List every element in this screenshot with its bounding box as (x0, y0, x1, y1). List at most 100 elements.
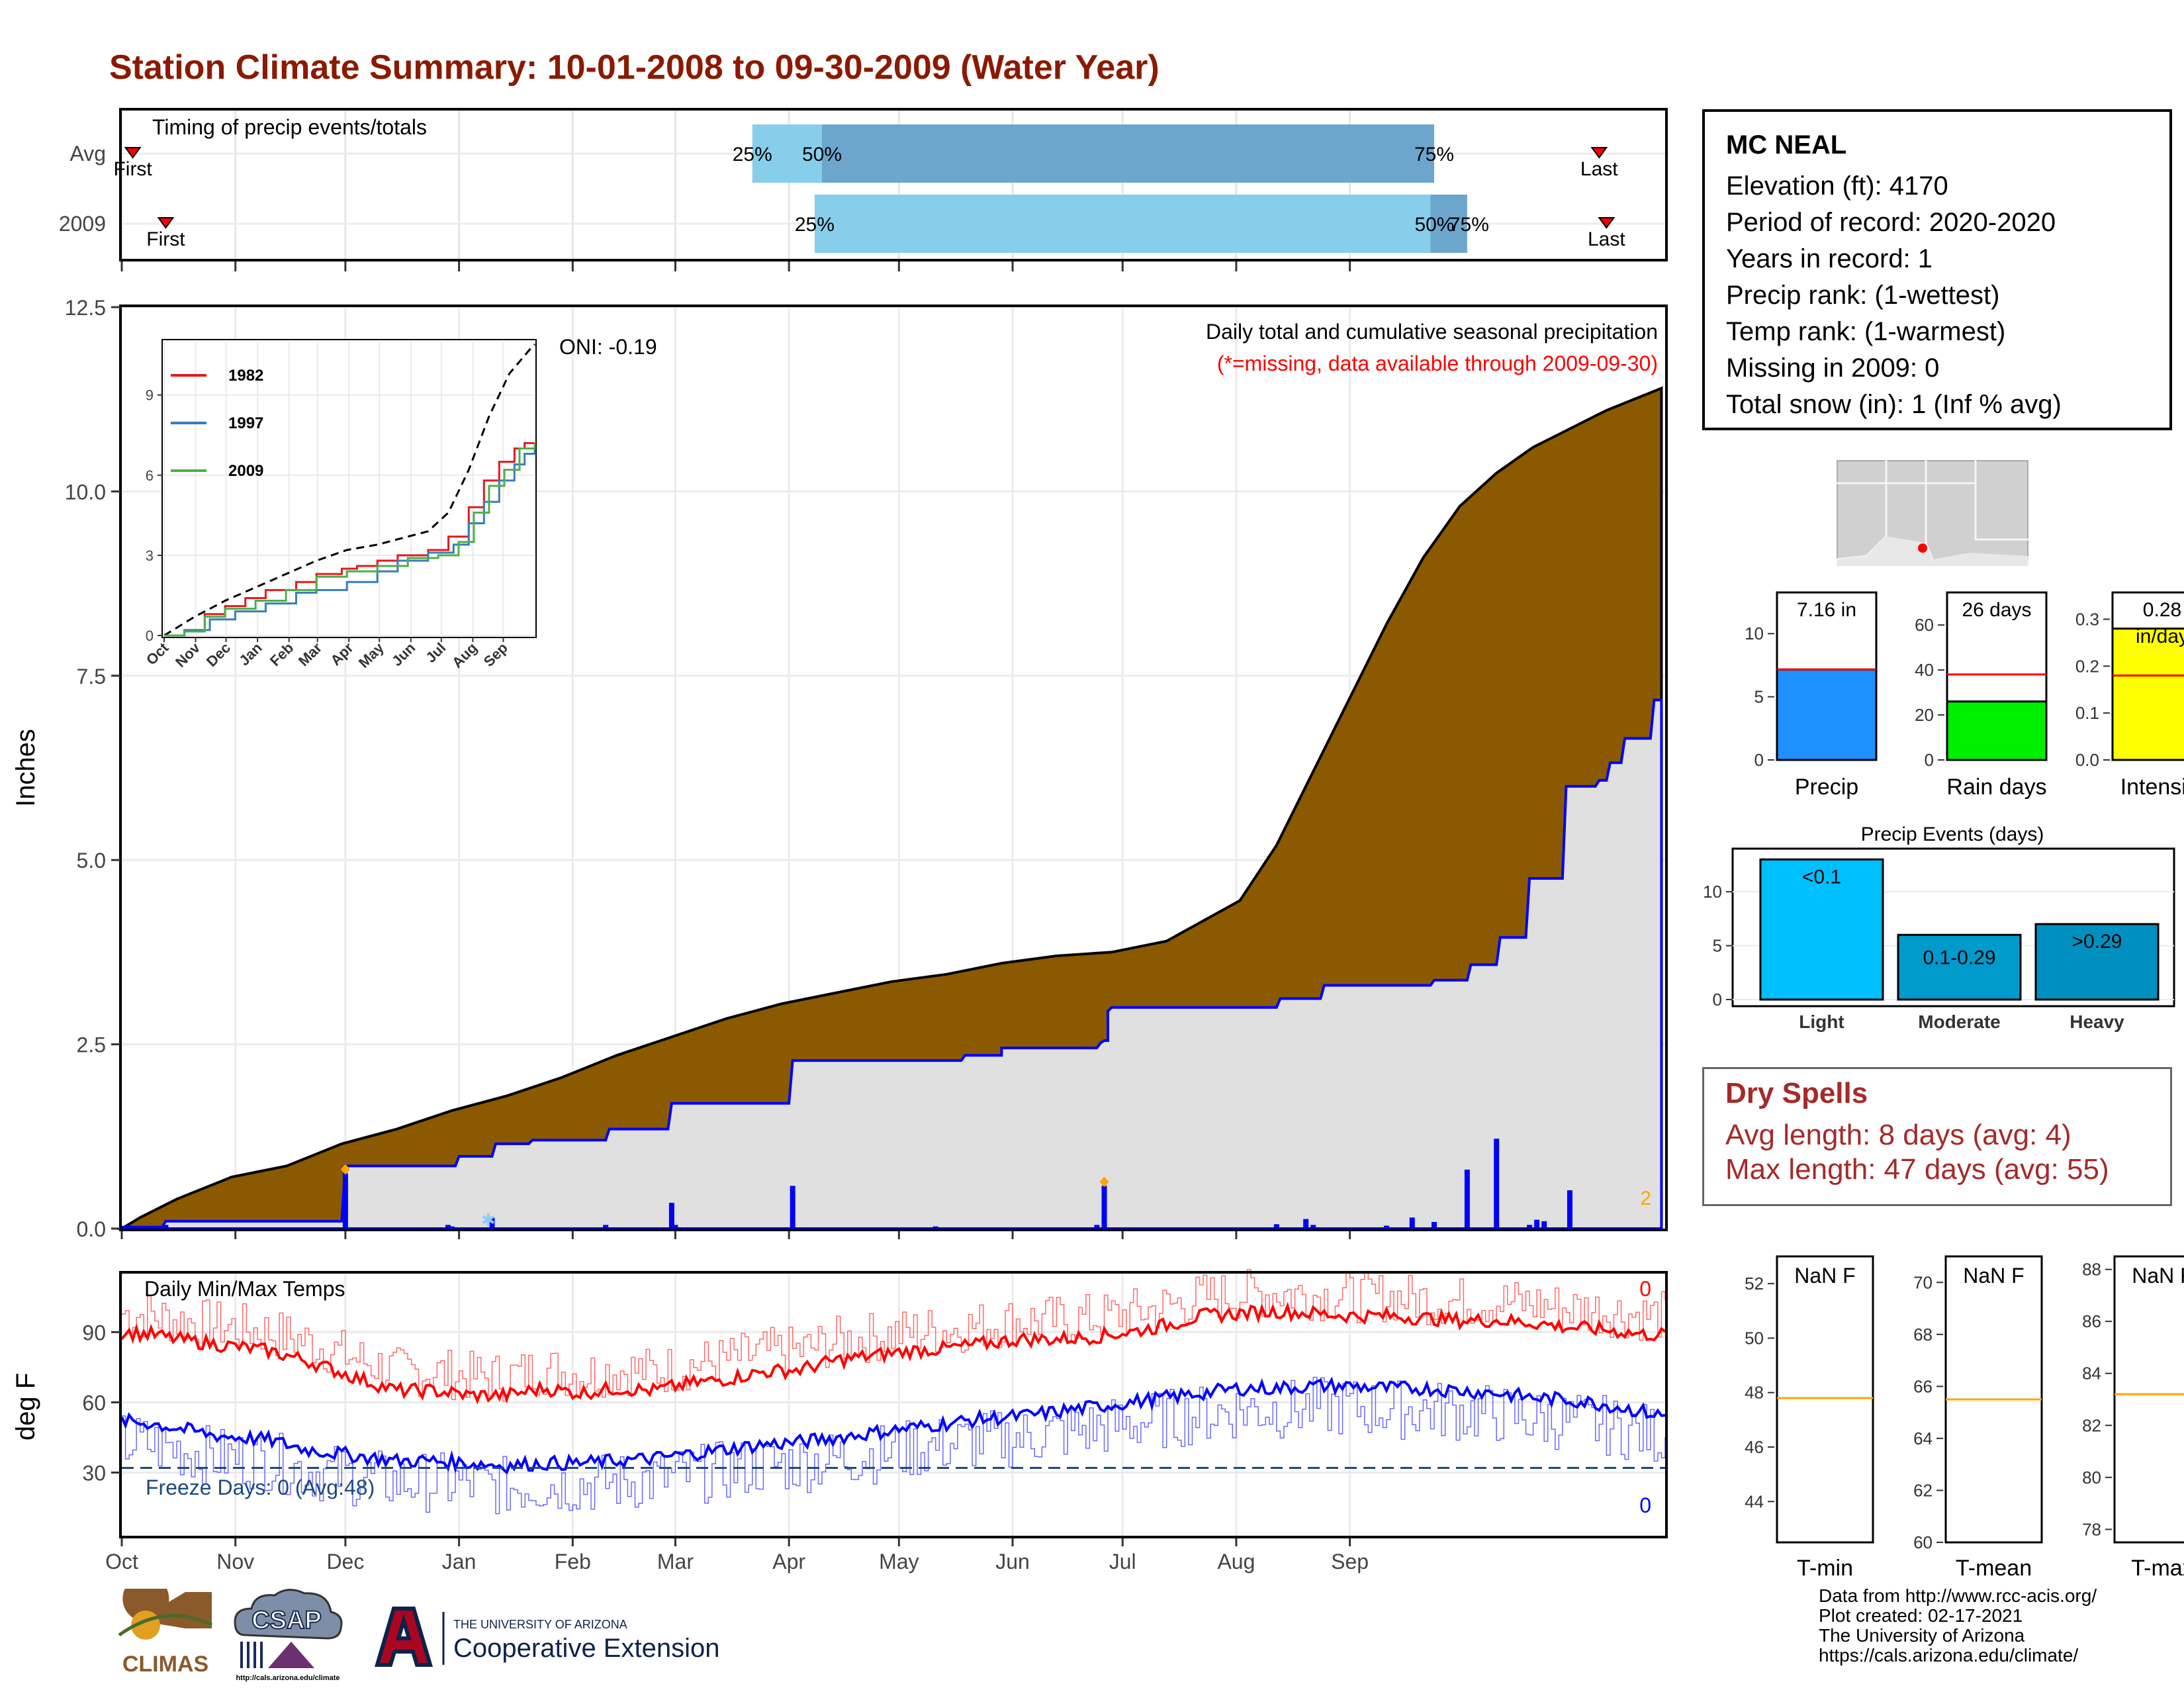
events-bar-label: >0.29 (2072, 931, 2122, 953)
gauge-bar (1776, 668, 1878, 761)
daily-precip-bar (342, 1173, 348, 1229)
location-map (1837, 460, 2028, 566)
gauge-ytick-label: 40 (1915, 660, 1934, 680)
precip-ytick-label: 7.5 (77, 665, 106, 688)
gauge-ytick-label: 0.3 (2075, 609, 2099, 629)
gauge-category-label: Precip (1795, 774, 1858, 800)
freeze-label: Freeze Days: 0 (Avg:48) (146, 1476, 375, 1499)
station-temp-rank: Temp rank: (1-warmest) (1726, 317, 2006, 346)
gauge-ytick-label: 0.1 (2075, 703, 2099, 723)
precip-missing-note: (*=missing, data available through 2009-… (1217, 352, 1658, 375)
temp-xtick-label: Dec (326, 1550, 364, 1573)
max-temp-avg-line (120, 1301, 1666, 1405)
min-temp-avg-line (120, 1376, 1666, 1475)
daily-precip-bar (1527, 1225, 1533, 1229)
temp-xtick-label: Feb (555, 1550, 591, 1573)
dry-spells-title: Dry Spells (1725, 1077, 1868, 1109)
temp-xtick-label: Mar (657, 1550, 694, 1573)
tgauge-value-label: NaN F (2132, 1264, 2184, 1288)
tgauge-ytick-label: 62 (1913, 1480, 1933, 1500)
snow-marker: ✱ (481, 1210, 496, 1230)
min-temp-daily-line (122, 1376, 1666, 1515)
inset-legend-label: 1982 (228, 367, 263, 385)
summary-gauges: 0 5 10 7.16 in Precip 0 20 40 60 26 days Rain days… (1745, 591, 2184, 800)
precip-marker-diamond (340, 1164, 350, 1175)
events-ytick-label: 10 (1703, 882, 1722, 902)
gauge-unit-label: in/day (2136, 626, 2184, 647)
tgauge-ytick-label: 68 (1913, 1325, 1933, 1344)
timing-row-label-avg: Avg (69, 142, 106, 165)
events-category-label: Heavy (2070, 1011, 2124, 1032)
precip-annotation: Daily total and cumulative seasonal prec… (1206, 320, 1658, 344)
corner-count: 2 (1640, 1188, 1651, 1209)
tgauge-ytick-label: 80 (2082, 1468, 2101, 1487)
events-category-label: Light (1799, 1011, 1844, 1032)
temp-xtick-label: May (879, 1550, 919, 1573)
gauge-bar (2111, 628, 2184, 761)
daily-precip-bar (1303, 1219, 1309, 1229)
tgauge-ytick-label: 52 (1745, 1274, 1764, 1293)
footer-line-2: Plot created: 02-17-2021 (1819, 1605, 2023, 1626)
daily-precip-bar (1310, 1225, 1316, 1229)
tgauge-ytick-label: 78 (2082, 1519, 2101, 1539)
csap-bars (240, 1642, 263, 1668)
inset-xtick-label: Sep (480, 639, 511, 670)
gauge-ytick-label: 10 (1745, 624, 1764, 643)
tgauge-value-label: NaN F (1794, 1264, 1855, 1288)
climas-logo: CLIMAS (118, 1589, 213, 1677)
tgauge-category-label: T-min (1797, 1556, 1853, 1581)
daily-precip-bar (445, 1225, 451, 1229)
daily-precip-bar (1384, 1225, 1390, 1229)
gauge-category-label: Rain days (1946, 774, 2046, 800)
events-ytick-label: 5 (1713, 936, 1722, 956)
csap-text: CSAP (251, 1607, 322, 1634)
inset-xtick-label: Dec (203, 639, 234, 670)
gauge-ytick-label: 0 (1754, 750, 1764, 770)
footer-line-1: Data from http://www.rcc-acis.org/ (1819, 1585, 2097, 1606)
events-bar-label: <0.1 (1802, 866, 1841, 888)
temp-annotation: Daily Min/Max Temps (144, 1277, 345, 1301)
temp-xtick-label: Jan (442, 1550, 477, 1573)
daily-precip-bar (933, 1226, 938, 1229)
csap-mountain (268, 1642, 314, 1668)
dry-spells-box: Dry Spells Avg length: 8 days (avg: 4) M… (1702, 1067, 2172, 1206)
temp-frame (119, 1271, 1668, 1538)
daily-precip-bar (1567, 1190, 1572, 1229)
inset-xtick-label: Feb (267, 639, 296, 669)
gauge-value-label: 26 days (1962, 599, 2031, 621)
max-count: 0 (1639, 1277, 1651, 1301)
dry-spells-max: Max length: 47 days (avg: 55) (1725, 1153, 2109, 1186)
inset-series-line (164, 443, 536, 637)
inset-ytick-label: 0 (146, 628, 154, 644)
last-event-marker (1590, 147, 1608, 159)
daily-precip-bar (1534, 1219, 1540, 1229)
timing-title: Timing of precip events/totals (152, 115, 427, 139)
map-frame (1837, 460, 2028, 566)
timing-row-label-year: 2009 (59, 212, 106, 236)
timing-chart: Timing of precip events/totals 25% 50% 75%… (59, 108, 1668, 271)
gauge-bar (1946, 700, 2048, 761)
timing-q50-label: 50% (802, 144, 842, 165)
temperature-chart: 30 60 90 deg F Daily Min/Max Temps Freeze … (11, 1269, 1668, 1573)
temperature-gauges: 44 46 48 50 52 NaN F T-min 60 62 64 66 68 70 NaN F T-m… (1745, 1255, 2184, 1581)
station-precip-rank: Precip rank: (1-wettest) (1726, 281, 2000, 310)
page-title: Station Climate Summary: 10-01-2008 to 0… (109, 48, 1160, 87)
daily-precip-bar (1101, 1186, 1107, 1229)
inset-legend-label: 1997 (228, 414, 263, 432)
gauge-ytick-label: 0 (1925, 750, 1934, 770)
gauge-ytick-label: 20 (1915, 705, 1934, 725)
temp-xtick-label: Aug (1217, 1550, 1255, 1573)
events-bar-label: 0.1-0.29 (1923, 947, 1995, 968)
tgauge-ytick-label: 46 (1745, 1437, 1764, 1457)
daily-precip-bar (1464, 1169, 1470, 1229)
daily-precip-bar (163, 1225, 169, 1229)
climas-swoosh (118, 1614, 213, 1637)
oni-label: ONI: -0.19 (559, 335, 657, 359)
temp-ytick-label: 30 (82, 1462, 106, 1485)
first-event-marker (124, 147, 142, 159)
ua-logo: THE UNIVERSITY OF ARIZONA Cooperative Ex… (374, 1607, 719, 1667)
daily-precip-bar (1494, 1139, 1500, 1229)
station-info-box: MC NEAL Elevation (ft): 4170 Period of r… (1702, 109, 2172, 430)
events-bar (2034, 923, 2160, 1001)
temp-xtick-label: Oct (105, 1550, 138, 1573)
